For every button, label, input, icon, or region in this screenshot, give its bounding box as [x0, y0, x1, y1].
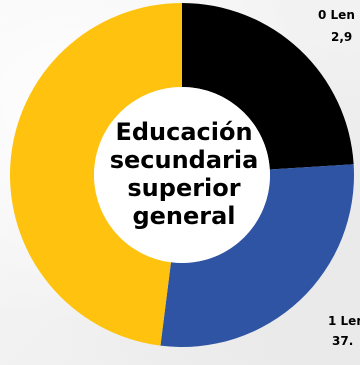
slice-label-0-name: 0 Len — [318, 8, 355, 22]
center-line-1: Educación — [115, 118, 253, 146]
donut-slice-0 — [182, 3, 354, 170]
donut-slice-2 — [9, 3, 182, 346]
slice-label-0-value: 2,9 — [331, 30, 353, 44]
slice-label-1-value: 37. — [332, 334, 354, 348]
donut-center-label: Educación secundaria superior general — [94, 118, 274, 230]
center-line-4: general — [132, 202, 236, 230]
donut-hole — [94, 87, 270, 263]
slice-label-1-name: 1 Len — [328, 314, 360, 328]
donut-slice-1 — [160, 164, 354, 347]
center-line-2: secundaria — [109, 146, 259, 174]
center-line-3: superior — [127, 174, 241, 202]
